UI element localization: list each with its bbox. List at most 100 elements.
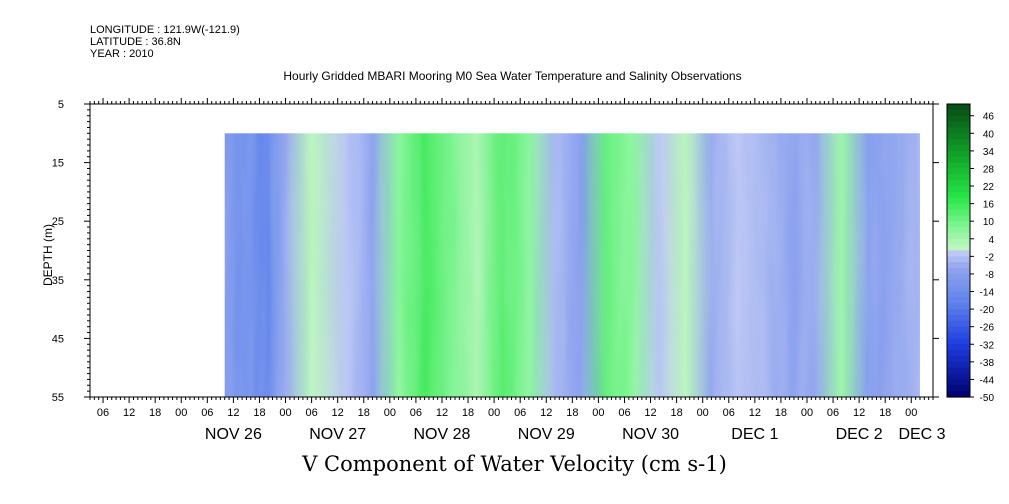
colorbar-cell <box>947 127 970 134</box>
colorbar-cell <box>947 256 970 263</box>
x-hour-label: 18 <box>253 407 265 419</box>
axes: 5 15 25 35 45 55 06 12 18 00 06 12 18 00 06 12 18 00 06 12 1… <box>52 98 946 443</box>
colorbar-tick-label: -20 <box>980 305 995 316</box>
colorbar-cell <box>947 344 970 351</box>
colorbar-cell <box>947 238 970 246</box>
x-hour-label: 00 <box>801 407 813 419</box>
colorbar-cell <box>947 145 970 152</box>
x-hour-label: 06 <box>410 407 422 419</box>
chart-svg: 5 15 25 35 45 55 06 12 18 00 06 12 18 00 06 12 18 00 06 12 1… <box>41 98 995 443</box>
colorbar-cell <box>947 209 970 216</box>
colorbar-cell <box>947 197 970 205</box>
colorbar-cell <box>947 332 970 339</box>
x-hour-label: 00 <box>384 407 396 419</box>
colorbar-tick-label: 40 <box>983 129 995 140</box>
x-day-label: NOV 28 <box>414 426 471 443</box>
x-day-label: DEC 3 <box>898 426 945 443</box>
colorbar-cell <box>947 232 970 240</box>
x-hour-label: 18 <box>149 407 161 419</box>
colorbar-cell <box>947 244 970 252</box>
x-hour-label: 06 <box>514 407 526 419</box>
colorbar-cell <box>947 168 970 175</box>
colorbar-cell <box>947 115 970 123</box>
colorbar-cell <box>947 221 970 228</box>
x-hour-label: 06 <box>618 407 630 419</box>
x-hour-label: 12 <box>227 407 239 419</box>
y-tick-label: 45 <box>52 333 64 345</box>
colorbar-tick-label: -32 <box>980 340 995 351</box>
colorbar-tick-label: -14 <box>980 288 995 299</box>
colorbar-cell <box>947 291 970 298</box>
x-hour-label: 00 <box>592 407 604 419</box>
colorbar-cell <box>947 191 970 199</box>
metadata-block: LONGITUDE : 121.9W(-121.9) LATITUDE : 36… <box>90 24 240 60</box>
colorbar-cell <box>947 338 970 345</box>
x-hour-label: 06 <box>305 407 317 419</box>
colorbar-cell <box>947 162 970 170</box>
colorbar-cell <box>947 250 970 257</box>
x-day-label: NOV 26 <box>205 426 262 443</box>
colorbar-cell <box>947 361 970 369</box>
y-tick-label: 15 <box>52 158 64 170</box>
x-hour-label: 00 <box>279 407 291 419</box>
x-hour-label: 06 <box>827 407 839 419</box>
colorbar-cell <box>947 379 970 386</box>
x-hour-label: 12 <box>540 407 552 419</box>
x-hour-label: 18 <box>879 407 891 419</box>
x-hour-label: 18 <box>566 407 578 419</box>
colorbar-tick-label: 28 <box>983 164 995 175</box>
x-hour-label: 18 <box>775 407 787 419</box>
x-day-label: NOV 30 <box>622 426 679 443</box>
colorbar-tick-label: 4 <box>988 235 994 246</box>
x-hour-label: 00 <box>905 407 917 419</box>
colorbar-cell <box>947 326 970 334</box>
y-tick-label: 25 <box>52 216 64 228</box>
x-hour-label: 06 <box>97 407 109 419</box>
colorbar-cell <box>947 391 970 398</box>
x-hour-label: 00 <box>488 407 500 419</box>
x-hour-label: 06 <box>201 407 213 419</box>
latitude-label: LATITUDE : 36.8N <box>90 36 181 48</box>
colorbar-cell <box>947 314 970 322</box>
x-hour-label: 06 <box>723 407 735 419</box>
x-hour-label: 18 <box>462 407 474 419</box>
year-label: YEAR : 2010 <box>90 48 154 60</box>
x-hour-label: 00 <box>697 407 709 419</box>
colorbar-cell <box>947 273 970 281</box>
colorbar-tick-label: -38 <box>980 358 995 369</box>
x-hour-label: 12 <box>853 407 865 419</box>
x-hour-label: 00 <box>175 407 187 419</box>
colorbar-cell <box>947 133 970 140</box>
x-hour-label: 12 <box>644 407 656 419</box>
colorbar-tick-label: -8 <box>985 270 994 281</box>
colorbar-cell <box>947 385 970 392</box>
colorbar-cell <box>947 262 970 269</box>
x-hour-label: 12 <box>749 407 761 419</box>
colorbar-cell <box>947 139 970 146</box>
colorbar-tick-label: 46 <box>983 112 995 123</box>
colorbar-tick-label: -26 <box>980 323 995 334</box>
colorbar-cell <box>947 303 970 310</box>
variable-label: V Component of Water Velocity (cm s-1) <box>302 452 727 476</box>
chart-title: Hourly Gridded MBARI Mooring M0 Sea Wate… <box>283 69 742 83</box>
colorbar-tick-label: 22 <box>983 182 995 193</box>
colorbar-cell <box>947 203 970 211</box>
x-hour-label: 18 <box>670 407 682 419</box>
colorbar-cell <box>947 320 970 328</box>
x-hour-label: 12 <box>123 407 135 419</box>
colorbar-cell <box>947 174 970 181</box>
x-day-label: NOV 29 <box>518 426 575 443</box>
colorbar-tick-label: 34 <box>983 147 995 158</box>
colorbar-cell <box>947 355 970 363</box>
y-tick-label: 5 <box>58 99 64 111</box>
colorbar-cell <box>947 104 970 111</box>
colorbar-cell <box>947 367 970 375</box>
colorbar-cell <box>947 150 970 158</box>
colorbar-cell <box>947 186 970 193</box>
colorbar-cell <box>947 373 970 381</box>
colorbar: 46 40 34 28 22 16 10 4 -2 -8 -14 -20 -26 -32 -38 -44 -50 <box>946 103 995 404</box>
y-tick-label: 55 <box>52 392 64 404</box>
colorbar-cell <box>947 156 970 164</box>
colorbar-cell <box>947 121 970 129</box>
colorbar-frame <box>946 103 971 398</box>
